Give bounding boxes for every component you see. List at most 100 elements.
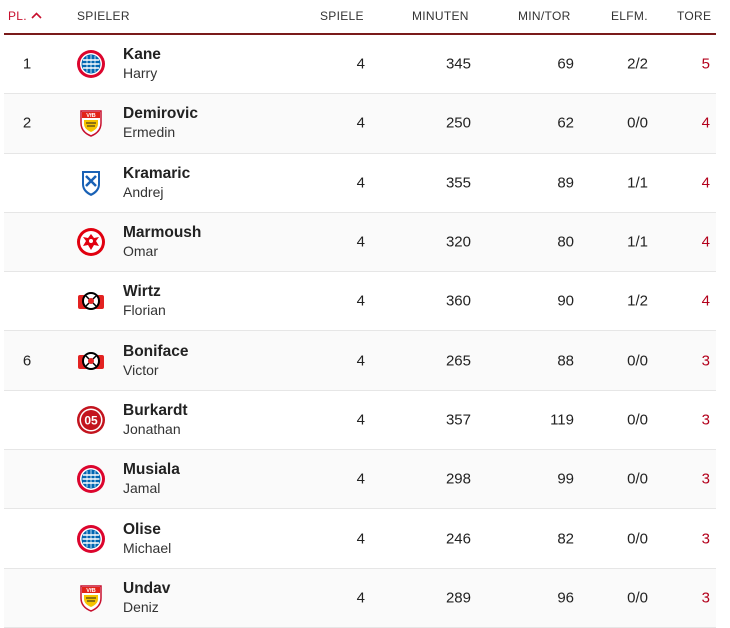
games-cell: 4 [356,114,365,132]
goals-cell: 3 [701,589,710,607]
player-last-name[interactable]: Olise [123,520,161,538]
penalties-header[interactable]: Elfm. [611,9,648,23]
table-row[interactable]: 4 355 89 1/1 4 Kramaric Andrej [4,153,716,213]
tsg-hoffenheim-logo-icon[interactable] [76,168,106,198]
games-cell: 4 [356,589,365,607]
min-per-goal-cell: 80 [557,233,574,251]
player-name[interactable]: Kane Harry [123,45,161,83]
penalties-cell: 0/0 [627,352,648,370]
games-cell: 4 [356,352,365,370]
games-cell: 4 [356,233,365,251]
games-cell: 4 [356,411,365,429]
fc-bayern-logo-icon[interactable] [76,49,106,79]
player-name[interactable]: Burkardt Jonathan [123,401,188,439]
table-header: Pl. Spieler Spiele Minuten Min/Tor Elfm.… [4,0,716,35]
player-last-name[interactable]: Burkardt [123,401,188,419]
player-first-name: Deniz [123,598,159,615]
minutes-cell: 345 [445,55,471,73]
goals-cell: 3 [701,470,710,488]
player-name[interactable]: Marmoush Omar [123,223,201,261]
bayer-leverkusen-logo-icon[interactable] [76,346,106,376]
goals-cell: 3 [701,530,710,548]
min-per-goal-cell: 88 [557,352,574,370]
mainz-05-logo-icon[interactable]: 05 [76,405,106,435]
table-row[interactable]: 4 246 82 0/0 3 Olise Michael [4,509,716,569]
games-cell: 4 [356,55,365,73]
table-row[interactable]: 4 298 99 0/0 3 Musiala Jamal [4,450,716,510]
player-last-name[interactable]: Kane [123,46,161,64]
svg-text:VfB: VfB [86,113,96,119]
min-per-goal-cell: 96 [557,589,574,607]
penalties-cell: 1/1 [627,233,648,251]
player-name[interactable]: Olise Michael [123,520,171,558]
vfb-stuttgart-logo-icon[interactable]: VfB [76,108,106,138]
table-row[interactable]: 4 360 90 1/2 4 Wirtz Florian [4,272,716,332]
minutes-cell: 360 [445,292,471,310]
svg-text:VfB: VfB [86,588,96,594]
goals-header[interactable]: Tore [677,9,712,23]
min-per-goal-cell: 89 [557,174,574,192]
table-row[interactable]: 6 4 265 88 0/0 3 Boniface Victor [4,331,716,391]
chevron-up-icon [31,12,42,19]
player-name[interactable]: Musiala Jamal [123,460,180,498]
rank-cell: 1 [22,55,32,73]
table-row[interactable]: 1 4 345 69 2/2 5 Kane Harry [4,35,716,95]
rank-cell: 2 [22,114,32,132]
goals-cell: 3 [701,352,710,370]
eintracht-frankfurt-logo-icon[interactable] [76,227,106,257]
games-header[interactable]: Spiele [320,9,364,23]
scorer-table: Pl. Spieler Spiele Minuten Min/Tor Elfm.… [4,0,716,628]
penalties-cell: 1/2 [627,292,648,310]
fc-bayern-logo-icon[interactable] [76,524,106,554]
minutes-cell: 289 [445,589,471,607]
vfb-stuttgart-logo-icon[interactable]: VfB [76,583,106,613]
sort-rank-header[interactable]: Pl. [8,9,42,23]
player-first-name: Omar [123,243,158,260]
min-per-goal-cell: 69 [557,55,574,73]
minutes-cell: 246 [445,530,471,548]
min-per-goal-cell: 119 [550,411,574,429]
bayer-leverkusen-logo-icon[interactable] [76,286,106,316]
table-row[interactable]: 4 289 96 0/0 3 VfB Undav Deniz [4,568,716,628]
minutes-cell: 265 [445,352,471,370]
minutes-cell: 250 [445,114,471,132]
table-body: 1 4 345 69 2/2 5 Kane Harry 2 4 250 62 0/0 4 VfB Dem… [4,35,716,628]
player-last-name[interactable]: Wirtz [123,283,161,301]
table-row[interactable]: 4 320 80 1/1 4 Marmoush Omar [4,212,716,273]
penalties-cell: 0/0 [627,411,648,429]
games-cell: 4 [356,174,365,192]
minutes-header[interactable]: Minuten [412,9,469,23]
player-name[interactable]: Demirovic Ermedin [123,104,198,142]
player-last-name[interactable]: Musiala [123,461,180,479]
player-first-name: Andrej [123,183,164,200]
goals-cell: 4 [701,114,710,132]
penalties-cell: 0/0 [627,114,648,132]
fc-bayern-logo-icon[interactable] [76,464,106,494]
player-last-name[interactable]: Marmoush [123,224,202,242]
min-per-goal-cell: 90 [557,292,574,310]
min-per-goal-cell: 62 [557,114,574,132]
svg-text:05: 05 [84,413,98,427]
penalties-cell: 0/0 [627,589,648,607]
min-per-goal-header[interactable]: Min/Tor [518,9,571,23]
player-last-name[interactable]: Boniface [123,342,189,360]
player-last-name[interactable]: Demirovic [123,105,198,123]
player-last-name[interactable]: Kramaric [123,164,191,182]
minutes-cell: 320 [445,233,471,251]
minutes-cell: 355 [445,174,471,192]
table-row[interactable]: 4 357 119 0/0 3 05 Burkardt Jonathan [4,390,716,451]
games-cell: 4 [356,530,365,548]
player-header[interactable]: Spieler [77,9,130,23]
table-row[interactable]: 2 4 250 62 0/0 4 VfB Demirovic Ermedin [4,94,716,154]
player-name[interactable]: Wirtz Florian [123,282,166,320]
min-per-goal-cell: 82 [557,530,574,548]
player-last-name[interactable]: Undav [123,579,171,597]
penalties-cell: 1/1 [627,174,648,192]
min-per-goal-cell: 99 [557,470,574,488]
player-name[interactable]: Kramaric Andrej [123,164,190,202]
player-name[interactable]: Undav Deniz [123,579,170,617]
player-first-name: Victor [123,361,159,378]
penalties-cell: 0/0 [627,470,648,488]
penalties-cell: 0/0 [627,530,648,548]
player-name[interactable]: Boniface Victor [123,342,188,380]
